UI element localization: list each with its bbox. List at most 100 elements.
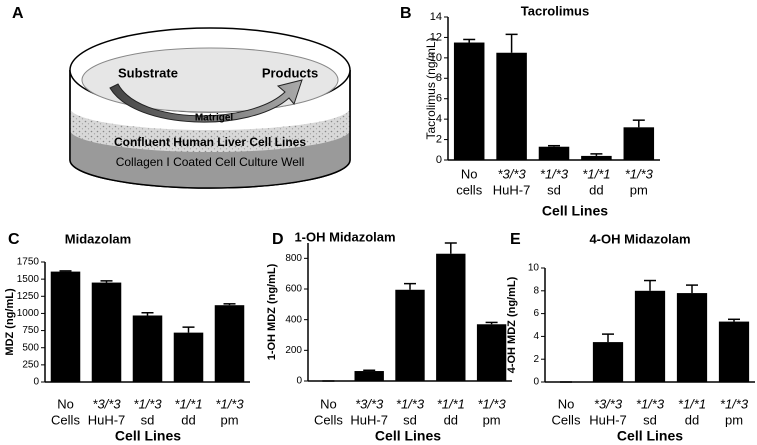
error-bar [100,280,113,283]
bar [173,332,204,382]
x-tick-label: *3/*3 [92,396,121,411]
chart-panel: E 4-OH Midazolam 4-OH MDZ (ng/mL) Cell Line… [506,231,755,444]
collagen-layer [70,130,350,188]
x-tick-label: No [558,396,575,411]
bar [50,271,81,382]
error-bar [444,242,457,254]
x-tick-label: HuH-7 [350,412,388,427]
x-tick-label: *1/*1 [174,396,202,411]
x-tick-label: *1/*3 [215,396,244,411]
chart-panel: C Midazolam MDZ (ng/mL) Cell Lines 0 250 500 75… [4,231,250,444]
error-bar [728,318,740,322]
chart-title: 1-OH Midazolam [294,229,395,244]
x-tick-label: Cells [51,412,80,427]
x-tick-label: sd [403,412,417,427]
bar [538,146,570,160]
x-tick-label: *1/*1 [437,396,465,411]
x-tick-label: No [57,396,74,411]
panel-label: E [510,231,521,248]
reaction-arrow [109,79,303,123]
error-bar [686,284,698,294]
y-tick-label: 2 [436,133,442,145]
x-axis-title: Cell Lines [375,428,441,444]
x-tick-label: pm [483,412,501,427]
bar [132,315,163,382]
y-tick-label: 8 [436,72,442,84]
y-tick-label: 6 [533,308,539,319]
x-tick-label: pm [725,412,743,427]
y-axis-title: MDZ (ng/mL) [4,288,16,356]
x-tick-label: *3/*3 [594,396,623,411]
y-tick-label: 400 [285,314,302,325]
y-tick-label: 10 [528,263,540,274]
y-tick-label: 0 [533,377,539,388]
bar [214,305,245,382]
y-tick-label: 750 [22,325,39,336]
x-tick-label: *1/*3 [396,396,425,411]
error-bar [182,326,195,333]
x-tick-label: *3/*3 [355,396,384,411]
x-tick-label: *1/*1 [678,396,706,411]
y-tick-label: 4 [436,113,442,125]
x-tick-label: *1/*3 [636,396,665,411]
bar [453,42,485,160]
bar [634,290,666,382]
x-tick-label: *1/*3 [133,396,162,411]
x-tick-label: cells [456,182,483,197]
x-tick-label: Cells [314,412,343,427]
x-tick-label: sd [643,412,657,427]
x-tick-label: HuH-7 [589,412,627,427]
y-tick-label: 14 [430,11,442,23]
x-tick-label: *1/*3 [540,166,569,181]
error-bar [223,303,236,306]
error-bar [602,333,614,343]
bar [623,127,655,160]
bar [91,282,122,382]
products-label: Products [262,65,318,80]
bar [354,371,384,381]
x-tick-label: dd [589,182,603,197]
error-bar [548,144,560,147]
chart-panel: B Tacrolimus Tacrolimus (ng/mL) Cell Lines 0… [400,3,660,219]
error-bar [404,282,416,290]
chart-title: Tacrolimus [521,3,589,18]
x-tick-label: *1/*3 [625,166,654,181]
x-tick-label: dd [181,412,195,427]
y-tick-label: 0 [33,377,39,388]
bar [718,321,750,382]
y-tick-label: 1750 [17,257,40,268]
well-label: Collagen I Coated Cell Culture Well [116,155,305,169]
x-axis-title: Cell Lines [115,428,181,444]
panel-label: C [8,231,20,248]
x-axis-title: Cell Lines [617,428,683,444]
error-bar [632,119,645,128]
x-tick-label: Cells [552,412,581,427]
x-tick-label: HuH-7 [88,412,126,427]
x-tick-label: No [320,396,337,411]
bar [436,253,466,381]
x-tick-label: HuH-7 [493,182,531,197]
y-tick-label: 0 [296,376,302,387]
x-tick-label: pm [630,182,648,197]
y-tick-label: 0 [436,154,442,166]
y-tick-label: 600 [285,284,302,295]
y-tick-label: 12 [430,31,442,43]
y-tick-label: 2 [533,354,539,365]
error-bar [485,321,498,325]
bar [496,52,527,160]
y-tick-label: 6 [436,93,442,105]
y-tick-label: 10 [430,52,442,64]
chart-title: 4-OH Midazolam [589,231,690,246]
panel-label: D [272,231,284,248]
cell-layer-label: Confluent Human Liver Cell Lines [114,135,306,149]
x-tick-label: No [461,166,478,181]
panel-label: A [12,5,24,22]
y-tick-label: 800 [285,253,302,264]
y-tick-label: 1000 [17,308,40,319]
y-tick-label: 250 [22,359,39,370]
bar [476,324,507,381]
x-tick-label: *1/*3 [477,396,506,411]
bar [395,289,425,381]
x-tick-label: pm [220,412,238,427]
